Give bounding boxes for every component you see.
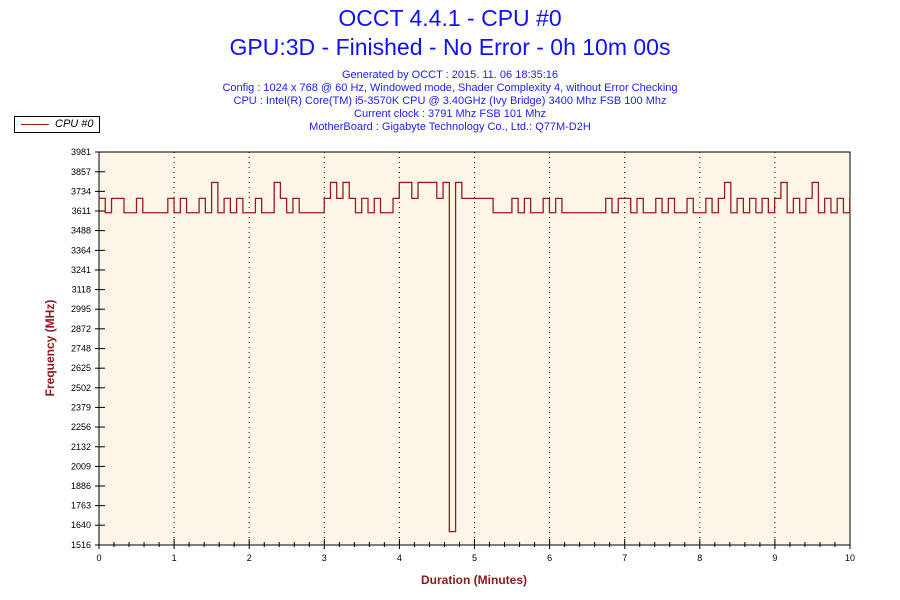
x-axis-label: Duration (Minutes) [421,573,527,587]
y-tick-label: 1886 [71,481,91,491]
y-tick-label: 3118 [72,285,91,295]
y-tick-label: 3734 [71,186,91,196]
legend-line-swatch [21,124,49,125]
chart-subtitle: GPU:3D - Finished - No Error - 0h 10m 00… [229,34,671,60]
x-tick-label: 8 [697,553,702,563]
x-tick-label: 3 [322,553,327,563]
y-tick-label: 3981 [71,147,91,157]
x-tick-label: 2 [247,553,252,563]
y-tick-label: 2995 [71,304,91,314]
y-axis-label: Frequency (MHz) [43,300,57,397]
y-tick-label: 2132 [71,442,91,452]
x-tick-label: 9 [772,553,777,563]
y-tick-label: 1640 [71,520,91,530]
y-tick-label: 2872 [71,324,91,334]
y-tick-label: 3241 [71,265,91,275]
x-tick-label: 5 [472,553,477,563]
x-tick-label: 0 [96,553,101,563]
x-tick-label: 4 [397,553,402,563]
y-tick-label: 2256 [71,422,91,432]
info-generated: Generated by OCCT : 2015. 11. 06 18:35:1… [341,69,559,81]
info-config: Config : 1024 x 768 @ 60 Hz, Windowed mo… [222,82,678,94]
info-motherboard: MotherBoard : Gigabyte Technology Co., L… [309,121,591,133]
chart-title: OCCT 4.4.1 - CPU #0 [338,5,562,31]
y-tick-label: 2625 [71,363,91,373]
series-line-cpu0 [99,181,851,533]
y-tick-label: 3857 [71,167,91,177]
y-tick-label: 1516 [71,540,91,550]
y-tick-label: 2502 [71,383,91,393]
y-tick-label: 3488 [71,226,91,236]
legend-label: CPU #0 [55,118,94,130]
y-tick-label: 1763 [71,501,91,511]
x-tick-label: 6 [547,553,552,563]
x-tick-label: 7 [622,553,627,563]
y-tick-label: 2009 [71,461,91,471]
y-tick-label: 3611 [72,206,91,216]
info-cpu: CPU : Intel(R) Core(TM) i5-3570K CPU @ 3… [233,95,667,107]
x-tick-label: 10 [845,553,855,563]
info-clock: Current clock : 3791 Mhz FSB 101 Mhz [354,108,546,120]
y-tick-label: 2379 [71,402,91,412]
y-tick-label: 2748 [71,344,91,354]
legend: CPU #0 [14,116,100,133]
x-tick-label: 1 [172,553,177,563]
y-tick-label: 3364 [71,245,91,255]
